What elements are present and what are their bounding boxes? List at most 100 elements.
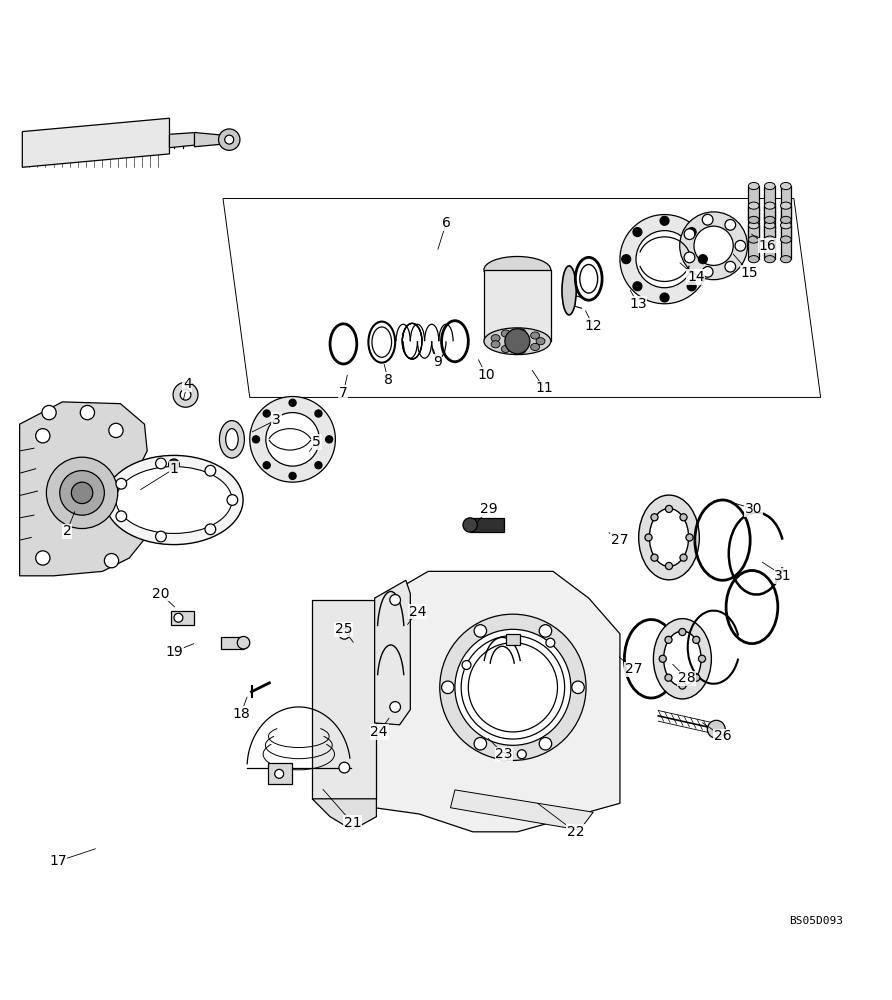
Ellipse shape [483, 256, 551, 283]
Circle shape [116, 511, 127, 522]
Circle shape [500, 752, 508, 761]
Text: 2: 2 [62, 524, 71, 538]
Circle shape [80, 405, 95, 420]
Circle shape [475, 737, 487, 750]
Circle shape [263, 410, 270, 417]
Circle shape [546, 638, 555, 647]
Text: 24: 24 [370, 725, 388, 739]
Circle shape [694, 226, 733, 265]
Circle shape [687, 282, 696, 291]
Circle shape [636, 231, 693, 288]
Ellipse shape [531, 343, 540, 351]
Text: 18: 18 [232, 707, 250, 721]
Ellipse shape [764, 216, 775, 223]
Circle shape [659, 655, 666, 662]
Circle shape [339, 628, 350, 639]
Text: 30: 30 [745, 502, 763, 516]
Ellipse shape [764, 236, 775, 243]
Text: 16: 16 [758, 239, 776, 253]
Circle shape [698, 655, 706, 662]
Circle shape [622, 255, 631, 264]
Circle shape [71, 482, 93, 504]
Text: 9: 9 [433, 355, 442, 369]
Circle shape [539, 737, 551, 750]
Ellipse shape [491, 335, 500, 342]
Ellipse shape [531, 332, 540, 339]
Circle shape [42, 405, 56, 420]
Polygon shape [450, 790, 593, 830]
Ellipse shape [764, 222, 775, 229]
Circle shape [174, 613, 183, 622]
Circle shape [180, 389, 191, 400]
Circle shape [315, 462, 322, 469]
Ellipse shape [764, 182, 775, 190]
Circle shape [463, 518, 477, 532]
Text: 6: 6 [442, 216, 450, 230]
Text: 22: 22 [566, 825, 584, 839]
Polygon shape [312, 799, 376, 830]
Circle shape [665, 505, 673, 512]
Bar [483, 270, 550, 341]
Text: 3: 3 [272, 413, 281, 427]
Circle shape [693, 636, 700, 643]
Polygon shape [194, 132, 223, 147]
Text: 13: 13 [629, 297, 647, 311]
Circle shape [390, 702, 401, 712]
Circle shape [505, 329, 530, 354]
Circle shape [455, 629, 571, 745]
Text: 27: 27 [611, 533, 629, 547]
Polygon shape [20, 402, 147, 576]
Text: 12: 12 [584, 319, 602, 333]
Bar [780, 186, 791, 220]
Circle shape [680, 514, 687, 521]
Circle shape [36, 429, 50, 443]
Circle shape [725, 220, 736, 230]
Circle shape [225, 135, 234, 144]
Circle shape [339, 762, 350, 773]
Ellipse shape [536, 338, 545, 345]
Circle shape [651, 514, 658, 521]
Circle shape [684, 229, 695, 240]
Text: BS05D093: BS05D093 [789, 916, 843, 926]
Text: 8: 8 [384, 373, 392, 387]
Circle shape [390, 595, 401, 605]
Ellipse shape [639, 495, 699, 580]
Ellipse shape [517, 346, 526, 354]
Ellipse shape [226, 429, 238, 450]
Text: 5: 5 [312, 435, 321, 449]
Circle shape [289, 472, 296, 479]
Circle shape [326, 436, 333, 443]
Circle shape [275, 769, 284, 778]
Ellipse shape [491, 341, 500, 348]
Circle shape [173, 382, 198, 407]
Ellipse shape [105, 455, 243, 545]
Ellipse shape [517, 329, 526, 336]
Polygon shape [375, 571, 620, 832]
Circle shape [289, 399, 296, 406]
Circle shape [693, 674, 700, 681]
Text: 14: 14 [687, 270, 705, 284]
Ellipse shape [748, 256, 759, 263]
Text: 24: 24 [409, 604, 426, 618]
Circle shape [116, 478, 127, 489]
Ellipse shape [748, 236, 759, 243]
Text: 21: 21 [343, 816, 361, 830]
Circle shape [462, 661, 471, 669]
Ellipse shape [501, 330, 510, 337]
Circle shape [250, 397, 335, 482]
Circle shape [651, 554, 658, 561]
Circle shape [679, 628, 686, 636]
Bar [748, 186, 759, 220]
Ellipse shape [780, 236, 791, 243]
Ellipse shape [562, 266, 576, 315]
Circle shape [735, 240, 746, 251]
Text: 10: 10 [477, 368, 495, 382]
Circle shape [680, 554, 687, 561]
Ellipse shape [116, 467, 232, 533]
Bar [221, 637, 244, 649]
Ellipse shape [219, 421, 244, 458]
Circle shape [702, 267, 713, 277]
Circle shape [665, 562, 673, 570]
Circle shape [620, 215, 709, 304]
Circle shape [665, 674, 672, 681]
